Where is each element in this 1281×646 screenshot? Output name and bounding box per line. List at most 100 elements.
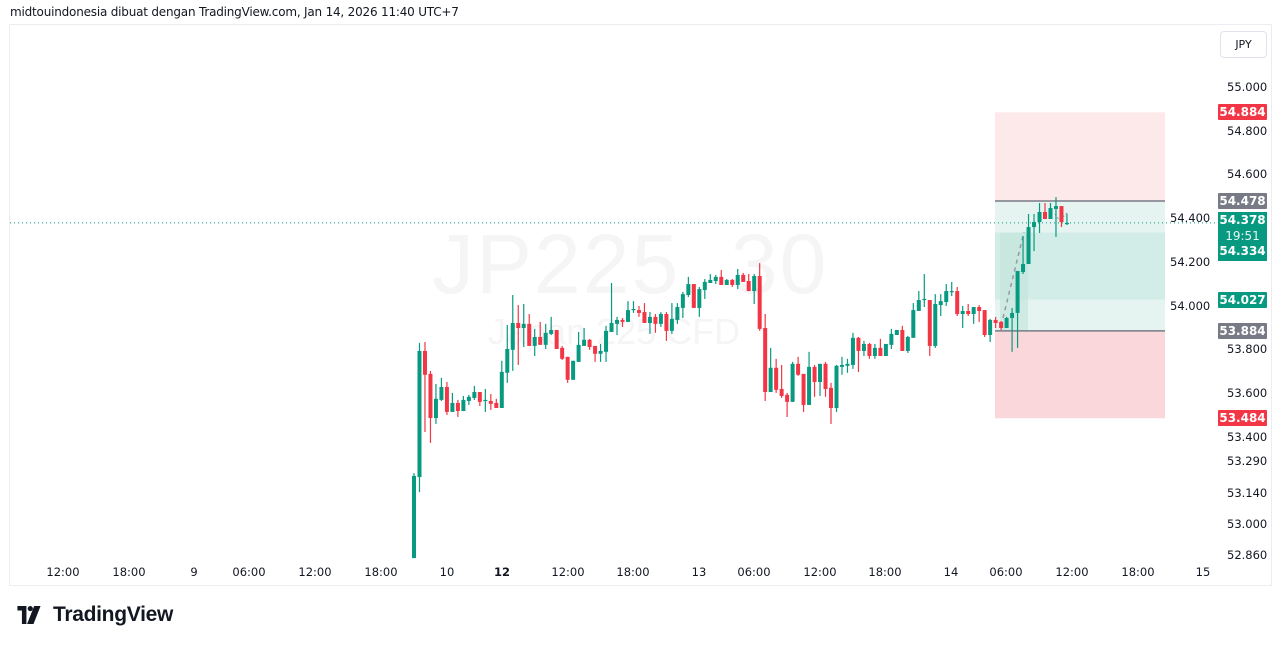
candle[interactable]	[642, 303, 647, 323]
candle[interactable]	[516, 305, 521, 365]
candle[interactable]	[461, 395, 466, 412]
candle[interactable]	[829, 382, 834, 424]
candle[interactable]	[631, 301, 636, 313]
candle[interactable]	[933, 294, 938, 348]
candle[interactable]	[757, 263, 762, 331]
candle[interactable]	[801, 373, 806, 412]
candle[interactable]	[1026, 213, 1031, 264]
candle[interactable]	[450, 392, 455, 412]
candle[interactable]	[1015, 270, 1020, 348]
candle[interactable]	[752, 274, 757, 304]
candle[interactable]	[779, 364, 784, 398]
tradingview-logo[interactable]: TradingView	[11, 603, 173, 627]
candle[interactable]	[916, 291, 921, 311]
candle[interactable]	[812, 364, 817, 397]
candle[interactable]	[554, 329, 559, 349]
candle[interactable]	[741, 272, 746, 282]
candle[interactable]	[746, 274, 751, 292]
candle[interactable]	[653, 314, 658, 333]
candle[interactable]	[790, 361, 795, 402]
candle[interactable]	[543, 323, 548, 349]
candle[interactable]	[922, 274, 927, 308]
candle[interactable]	[823, 361, 828, 397]
candle[interactable]	[521, 303, 526, 348]
candle[interactable]	[1021, 236, 1026, 275]
candle[interactable]	[927, 300, 932, 356]
candle[interactable]	[1053, 197, 1058, 237]
candle[interactable]	[763, 314, 768, 401]
candle[interactable]	[598, 343, 603, 362]
candle[interactable]	[850, 332, 855, 369]
candle[interactable]	[839, 356, 844, 375]
candle[interactable]	[993, 316, 998, 329]
candle[interactable]	[867, 342, 872, 359]
candle[interactable]	[1010, 307, 1015, 352]
candle[interactable]	[818, 363, 823, 396]
candle[interactable]	[834, 364, 839, 412]
candle[interactable]	[488, 393, 493, 410]
candle[interactable]	[724, 279, 729, 285]
candle[interactable]	[796, 356, 801, 376]
candle[interactable]	[785, 392, 790, 417]
candle[interactable]	[861, 340, 866, 356]
candle[interactable]	[510, 295, 515, 371]
candle[interactable]	[664, 312, 669, 341]
candle[interactable]	[505, 324, 510, 383]
candle[interactable]	[988, 318, 993, 342]
candle[interactable]	[499, 360, 504, 408]
candle[interactable]	[444, 381, 449, 415]
candle[interactable]	[466, 394, 471, 405]
candle[interactable]	[1048, 203, 1053, 219]
candle[interactable]	[527, 314, 532, 346]
candle[interactable]	[691, 284, 696, 308]
candle[interactable]	[702, 279, 707, 299]
candle[interactable]	[620, 317, 625, 327]
candle[interactable]	[894, 329, 899, 335]
candle[interactable]	[686, 276, 691, 297]
candle[interactable]	[422, 341, 427, 433]
candle[interactable]	[905, 335, 910, 353]
candle[interactable]	[439, 377, 444, 401]
candle[interactable]	[872, 343, 877, 359]
candle[interactable]	[774, 358, 779, 393]
candle[interactable]	[680, 291, 685, 318]
candle[interactable]	[1059, 206, 1064, 228]
candle[interactable]	[477, 392, 482, 407]
candle[interactable]	[900, 325, 905, 351]
candle[interactable]	[999, 321, 1004, 330]
candle[interactable]	[1032, 213, 1037, 252]
candle[interactable]	[417, 342, 422, 493]
candle[interactable]	[565, 356, 570, 383]
candle[interactable]	[576, 331, 581, 362]
candle[interactable]	[675, 303, 680, 324]
candle[interactable]	[669, 303, 674, 334]
candle[interactable]	[615, 316, 620, 335]
candle[interactable]	[604, 325, 609, 362]
candle[interactable]	[982, 310, 987, 337]
candle[interactable]	[735, 269, 740, 290]
candle[interactable]	[977, 305, 982, 322]
candle[interactable]	[966, 303, 971, 316]
candle[interactable]	[713, 274, 718, 285]
candle[interactable]	[1004, 316, 1009, 329]
candle[interactable]	[636, 305, 641, 317]
candle[interactable]	[708, 274, 713, 283]
candle[interactable]	[889, 328, 894, 349]
candle[interactable]	[1043, 203, 1048, 219]
candle[interactable]	[412, 473, 416, 559]
candle[interactable]	[472, 385, 477, 400]
candle[interactable]	[955, 286, 960, 316]
candle[interactable]	[845, 358, 850, 373]
currency-button[interactable]: JPY	[1220, 31, 1267, 58]
candle[interactable]	[911, 303, 916, 338]
candle[interactable]	[560, 345, 565, 360]
candle[interactable]	[938, 294, 943, 316]
candle[interactable]	[856, 336, 861, 372]
candle[interactable]	[658, 312, 663, 327]
candle[interactable]	[647, 312, 652, 334]
candle[interactable]	[768, 347, 773, 393]
candle[interactable]	[1037, 203, 1042, 233]
candle[interactable]	[883, 343, 888, 356]
candle[interactable]	[609, 282, 614, 332]
candle[interactable]	[697, 286, 702, 317]
